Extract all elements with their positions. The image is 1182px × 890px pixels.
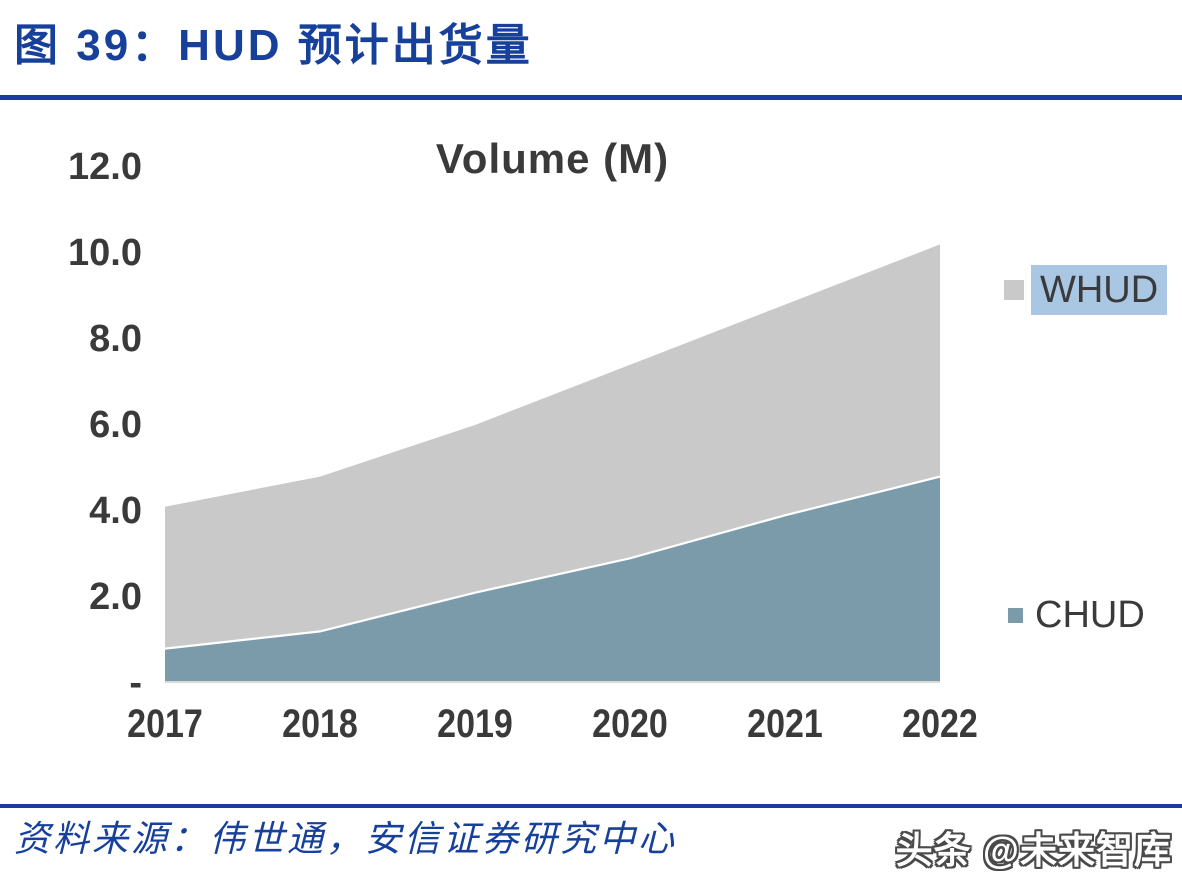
bottom-divider	[0, 804, 1182, 808]
source-note: 资料来源：伟世通，安信证券研究中心	[14, 819, 678, 859]
x-axis-line	[165, 681, 940, 683]
whud-swatch-icon	[1004, 280, 1024, 300]
series-boundary-line	[165, 475, 940, 650]
y-tick-label: 2.0	[89, 576, 142, 618]
x-tick-label: 2021	[747, 702, 823, 746]
y-tick-label: 8.0	[89, 318, 142, 360]
y-tick-label: 12.0	[68, 146, 142, 188]
figure-title: 图 39：HUD 预计出货量	[14, 21, 533, 70]
legend-item-whud[interactable]: WHUD	[1004, 263, 1168, 317]
x-tick-label: 2020	[592, 702, 668, 746]
x-tick-label: 2017	[127, 702, 203, 746]
y-tick-label: 6.0	[89, 404, 142, 446]
legend-label-whud: WHUD	[1031, 265, 1168, 315]
legend-item-chud[interactable]: CHUD	[1008, 592, 1145, 638]
x-tick-label: 2018	[282, 702, 358, 746]
chart-title: Volume (M)	[435, 135, 670, 182]
chud-swatch-icon	[1008, 607, 1023, 623]
chud-area-series	[165, 476, 940, 683]
top-divider	[0, 95, 1182, 100]
y-tick-label: 4.0	[89, 490, 142, 532]
x-tick-label: 2019	[437, 702, 513, 746]
legend-label-chud: CHUD	[1035, 594, 1145, 636]
x-tick-label: 2022	[902, 702, 978, 746]
whud-area-series	[165, 244, 940, 649]
y-tick-label: -	[129, 662, 142, 704]
watermark: 头条 @未来智库	[895, 830, 1172, 871]
y-tick-label: 10.0	[68, 232, 142, 274]
stacked-area-plot	[165, 244, 940, 683]
